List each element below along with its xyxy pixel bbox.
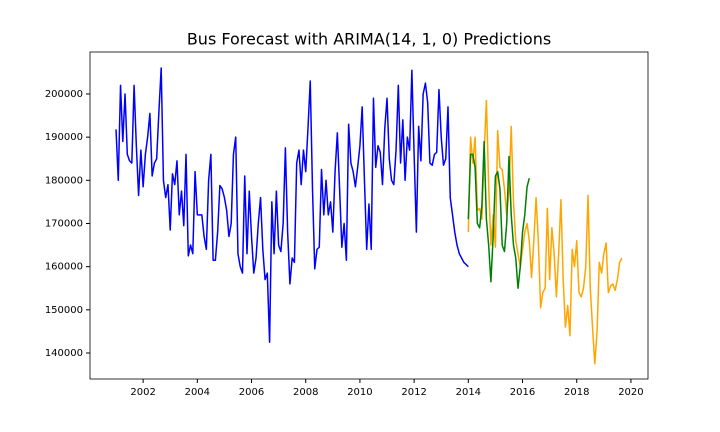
y-tick-label: 140000 — [45, 348, 83, 359]
x-tick-label: 2008 — [293, 387, 318, 398]
x-tick-label: 2006 — [239, 387, 264, 398]
x-tick-label: 2020 — [618, 387, 643, 398]
y-tick-label: 150000 — [45, 305, 83, 316]
x-tick-label: 2012 — [401, 387, 426, 398]
y-tick-label: 170000 — [45, 218, 83, 229]
y-tick-label: 160000 — [45, 262, 83, 273]
x-tick-label: 2018 — [564, 387, 589, 398]
series-line — [467, 140, 531, 289]
x-tick-label: 2004 — [185, 387, 210, 398]
x-tick-label: 2002 — [130, 387, 155, 398]
series-line — [115, 67, 469, 343]
x-tick-label: 2010 — [347, 387, 372, 398]
y-tick-label: 200000 — [45, 89, 83, 100]
x-tick-label: 2014 — [456, 387, 481, 398]
chart-title: Bus Forecast with ARIMA(14, 1, 0) Predic… — [187, 30, 551, 49]
y-tick-label: 190000 — [45, 132, 83, 143]
x-tick-label: 2016 — [510, 387, 535, 398]
y-tick-label: 180000 — [45, 175, 83, 186]
plot-frame — [89, 51, 649, 380]
